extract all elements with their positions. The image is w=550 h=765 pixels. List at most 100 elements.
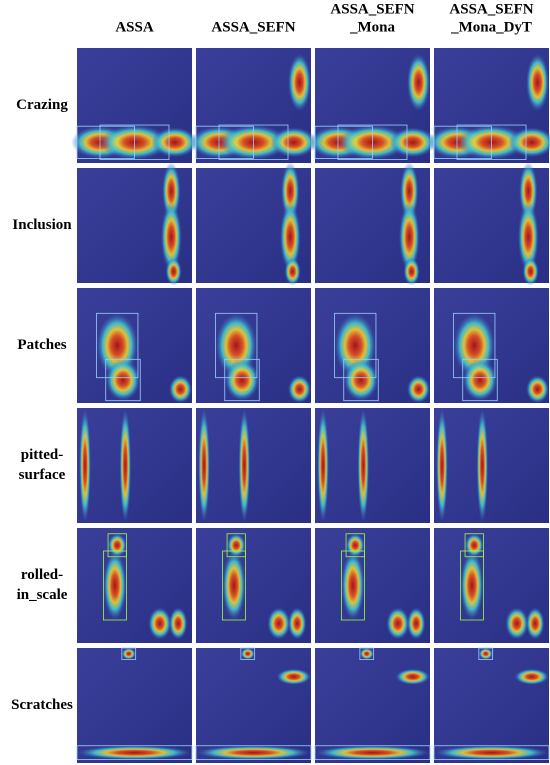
heat-blob [267,607,291,640]
column-header: ASSA_SEFN [330,1,414,17]
heat-blob [165,257,182,286]
heat-blob [103,551,127,620]
heat-blob [400,162,419,220]
detection-box [107,533,127,558]
heatmap-image [190,48,317,163]
heat-blob [343,359,379,401]
heat-blob [519,162,538,220]
heatmap-image [434,528,549,643]
heatmap-image [309,48,436,163]
row-label: Inclusion [12,217,72,233]
detection-box [218,124,289,160]
row-label: in_scale [17,587,68,603]
row-label: Patches [17,337,66,353]
row-label: surface [19,467,66,483]
heat-blob [398,202,420,272]
detection-box [222,550,246,621]
image-background [315,648,430,763]
row-label: Crazing [16,97,68,113]
column-header: ASSA [115,19,154,35]
detection-box [215,312,258,379]
heatmap-image [77,288,192,404]
heat-blob [121,648,136,660]
heat-blob [222,551,246,620]
image-background [434,648,549,763]
heat-blob [169,607,188,640]
heat-blob [224,359,260,401]
heat-blob [476,408,489,523]
detection-box [337,124,408,160]
heat-blob [279,202,301,272]
heat-blob [517,202,539,272]
heat-blob [436,408,448,523]
detection-box [462,358,498,402]
detection-box [103,550,127,621]
detection-box [464,533,484,558]
column-header: ASSA_SEFN [211,19,295,35]
heat-blob [317,408,329,523]
row-label: rolled- [21,567,63,583]
heat-blob [169,375,192,404]
heat-blob [462,359,498,401]
heat-blob [288,53,311,112]
detection-box [433,125,492,159]
detection-box [195,125,254,159]
image-background [77,648,192,763]
heat-blob [478,648,493,660]
image-background [434,408,549,523]
row-label: Scratches [11,697,73,713]
column-header: _Mona [349,19,396,35]
row-label: pitted- [21,447,64,463]
heat-blob [346,533,365,557]
heatmap-image [77,408,192,523]
heat-blob [105,359,141,401]
heatmap-image [434,162,549,286]
heat-blob [77,745,192,760]
heatmap-image [76,647,193,763]
heatmap-image [434,408,549,523]
heat-blob [389,127,436,158]
detection-box [195,745,312,760]
detection-box [453,312,496,379]
heat-blob [357,408,370,523]
detection-box [341,550,365,621]
heat-blob [148,607,172,640]
heatmap-image [77,528,192,643]
image-background [196,408,311,523]
heat-blob [359,648,374,660]
heatmap-image [196,288,311,404]
heatmap-image [195,647,312,763]
heat-blob [270,127,317,158]
heat-blob [79,408,91,523]
heat-blob [407,375,430,404]
heat-blob [465,533,484,557]
heatmap-image [433,647,550,763]
heat-blob [227,533,246,557]
detection-box [121,647,137,660]
detection-box [76,125,135,159]
heat-blob [281,162,300,220]
detection-box [96,312,139,379]
heat-blob [119,408,132,523]
heat-blob [288,607,307,640]
heat-blob [276,668,311,685]
detection-box [76,745,193,760]
heat-blob [505,607,529,640]
heat-blob [395,668,430,685]
heat-blob [407,607,426,640]
heatmap-image [434,288,549,404]
detection-box [314,125,373,159]
detection-box [226,533,246,558]
heatmap-image [428,48,550,163]
detection-box [105,358,141,402]
heat-blob [151,127,198,158]
heatmap-image [315,288,430,404]
heatmap-image [71,48,198,163]
heat-blob [284,257,301,286]
heat-blob [108,533,127,557]
heat-blob [238,408,251,523]
column-header: _Mona_DyT [450,19,532,35]
heatmap-image [314,647,431,763]
detection-box [345,533,365,558]
heat-blob [315,745,430,760]
